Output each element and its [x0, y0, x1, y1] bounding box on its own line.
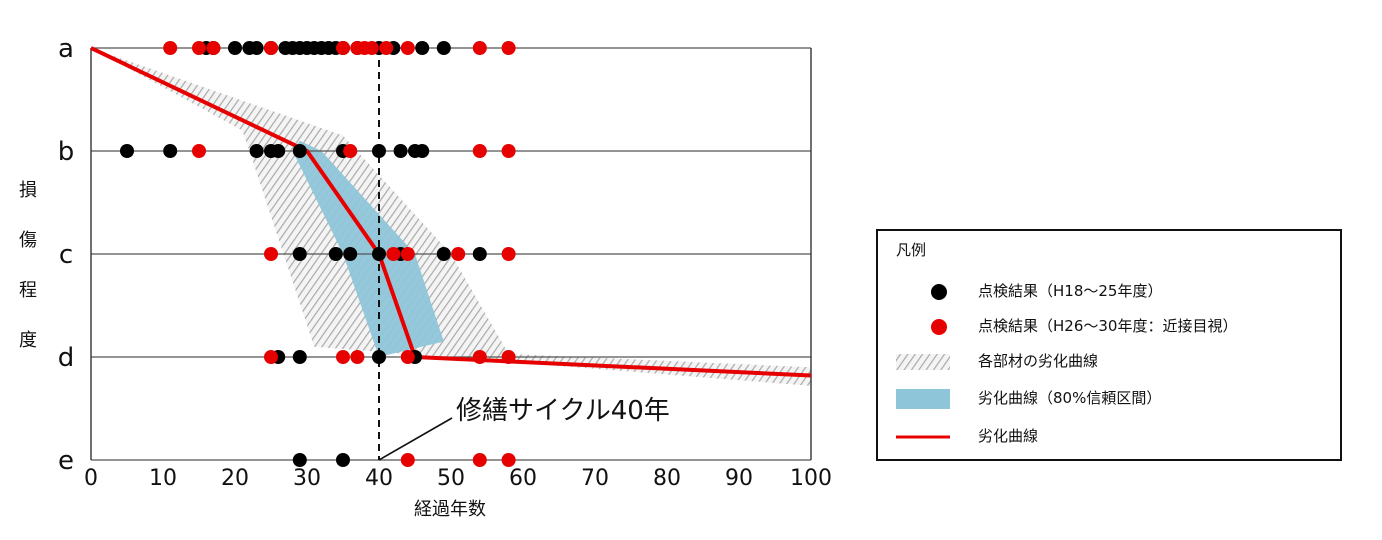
data-point-red — [400, 247, 415, 261]
data-point-black — [228, 41, 242, 55]
data-point-black — [336, 453, 350, 467]
data-point-black — [292, 247, 307, 261]
y-axis-title-char: 度 — [19, 330, 37, 351]
data-point-red — [350, 350, 365, 364]
data-point-black — [436, 41, 451, 55]
confidence-band — [292, 140, 444, 357]
data-point-black — [292, 453, 307, 467]
data-point-red — [336, 350, 350, 364]
data-point-red — [386, 247, 401, 261]
data-point-red — [400, 350, 415, 364]
data-point-red — [501, 41, 516, 55]
red-line-icon — [896, 435, 950, 439]
data-point-black — [372, 350, 386, 364]
x-tick-label: 90 — [725, 466, 753, 491]
data-point-black — [372, 144, 386, 158]
x-tick-label: 30 — [293, 466, 321, 491]
data-point-red — [501, 144, 516, 158]
y-axis-title-char: 程 — [19, 280, 37, 301]
data-point-black — [292, 144, 307, 158]
data-point-red — [163, 41, 178, 55]
points-layer — [120, 41, 516, 467]
data-point-black — [472, 247, 487, 261]
data-point-black — [163, 144, 178, 158]
data-point-black — [343, 247, 358, 261]
legend-title: 凡例 — [896, 241, 927, 259]
legend-item-confidence-band: 劣化曲線（80%信頼区間） — [878, 383, 1340, 413]
data-point-red — [364, 41, 379, 55]
data-point-red — [400, 453, 415, 467]
y-tick-label: a — [58, 34, 74, 64]
data-point-red — [379, 41, 394, 55]
legend-label: 点検結果（H18～25年度） — [978, 282, 1163, 300]
x-tick-label: 100 — [790, 466, 832, 491]
y-tick-label: d — [58, 343, 75, 373]
x-tick-label: 20 — [221, 466, 249, 491]
data-point-red — [264, 247, 278, 261]
data-point-red — [206, 41, 221, 55]
annotation-leader-line — [378, 417, 453, 461]
data-point-red — [472, 350, 487, 364]
data-point-red — [501, 350, 516, 364]
x-tick-label: 0 — [84, 466, 98, 491]
y-axis-title-char: 損 — [19, 180, 37, 201]
x-axis-title: 経過年数 — [414, 499, 486, 520]
legend-label: 各部材の劣化曲線 — [978, 352, 1099, 370]
y-axis-title-char: 傷 — [19, 230, 37, 251]
data-point-red — [264, 41, 278, 55]
legend-label: 劣化曲線 — [978, 427, 1039, 445]
data-point-black — [415, 41, 430, 55]
x-tick-label: 10 — [149, 466, 177, 491]
annotation-text: 修繕サイクル40年 — [456, 396, 670, 426]
data-point-black — [415, 144, 430, 158]
data-point-black — [436, 247, 451, 261]
legend-label: 点検結果（H26～30年度：近接目視） — [978, 317, 1238, 335]
data-point-black — [372, 247, 386, 261]
blue-band-swatch-icon — [896, 389, 950, 409]
data-point-black — [292, 350, 307, 364]
x-tick-label: 50 — [437, 466, 465, 491]
legend-label: 劣化曲線（80%信頼区間） — [978, 389, 1162, 407]
data-point-red — [192, 41, 206, 55]
x-tick-label: 40 — [365, 466, 393, 491]
y-tick-label: e — [58, 446, 74, 476]
data-point-red — [192, 144, 206, 158]
x-tick-label: 80 — [653, 466, 681, 491]
x-tick-label: 70 — [581, 466, 609, 491]
data-point-black — [393, 144, 408, 158]
data-point-red — [472, 453, 487, 467]
data-point-red — [451, 247, 466, 261]
data-point-black — [249, 41, 264, 55]
legend-item-gray-curves: 各部材の劣化曲線 — [878, 346, 1340, 376]
data-point-red — [472, 144, 487, 158]
data-point-black — [120, 144, 134, 158]
data-point-red — [264, 350, 278, 364]
legend-item-deterioration-curve: 劣化曲線 — [878, 421, 1340, 451]
data-point-red — [501, 453, 516, 467]
data-point-red — [472, 41, 487, 55]
legend-box: 凡例 点検結果（H18～25年度） 点検結果（H26～30年度：近接目視） 各部… — [876, 229, 1342, 461]
x-tick-label: 60 — [509, 466, 537, 491]
data-point-red — [501, 247, 516, 261]
y-tick-label: b — [58, 137, 75, 167]
legend-item-black-dots: 点検結果（H18～25年度） — [878, 276, 1340, 306]
gridlines — [91, 47, 811, 461]
plot-frame — [90, 48, 812, 460]
y-tick-label: c — [59, 240, 73, 270]
data-point-red — [400, 41, 415, 55]
legend-item-red-dots: 点検結果（H26～30年度：近接目視） — [878, 311, 1340, 341]
data-point-black — [271, 144, 286, 158]
data-point-red — [343, 144, 358, 158]
data-point-black — [249, 144, 264, 158]
data-point-red — [336, 41, 350, 55]
black-dot-icon — [931, 284, 947, 300]
red-dot-icon — [931, 319, 947, 335]
data-point-black — [328, 247, 343, 261]
gray-hatch-swatch-icon — [896, 354, 950, 370]
